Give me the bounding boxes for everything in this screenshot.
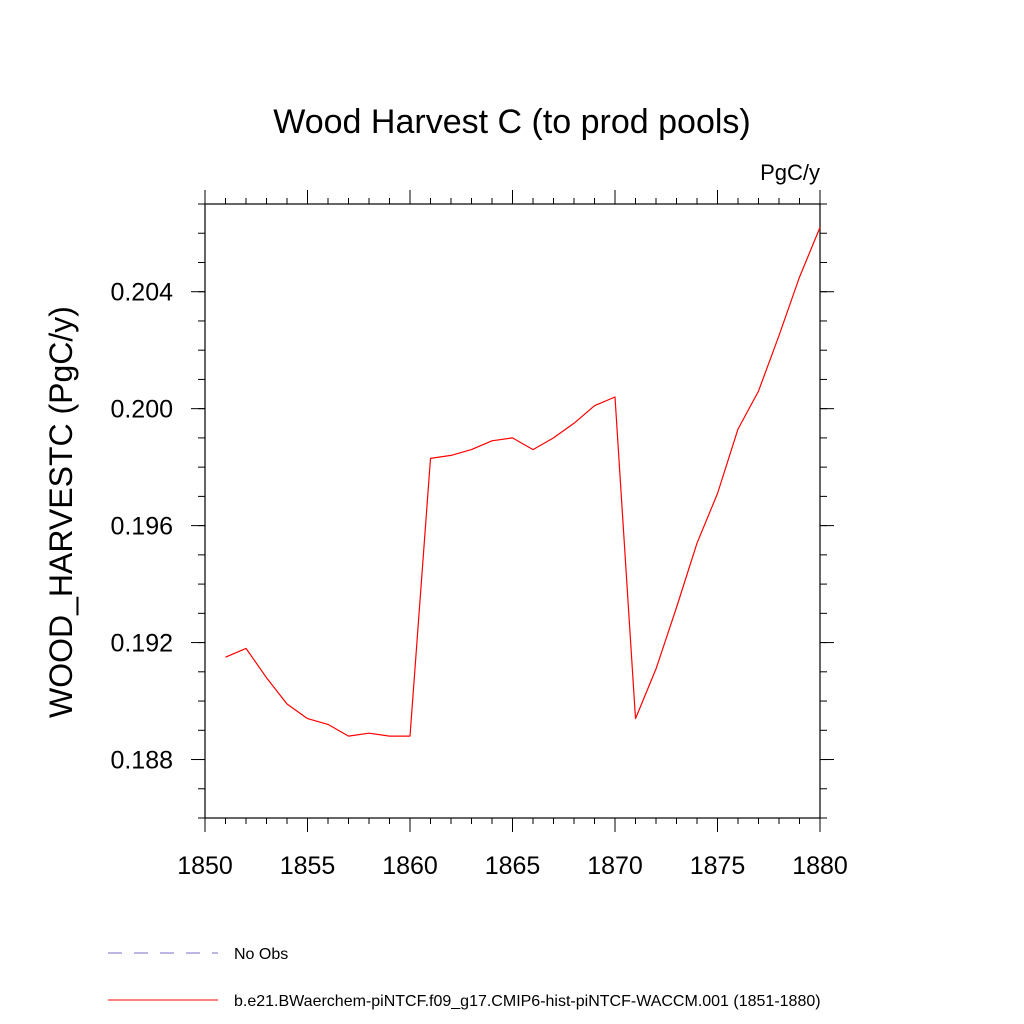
x-tick-label: 1850 — [177, 852, 233, 880]
legend-label: No Obs — [234, 946, 288, 963]
legend-label: b.e21.BWaerchem-piNTCF.f09_g17.CMIP6-his… — [234, 993, 821, 1010]
plot-frame — [204, 203, 821, 819]
y-tick-label: 0.204 — [110, 279, 173, 307]
x-tick-label: 1875 — [690, 852, 746, 880]
units-label: PgC/y — [760, 160, 820, 185]
y-tick-label: 0.192 — [110, 630, 173, 658]
series-lines — [225, 227, 821, 737]
x-tick-label: 1865 — [485, 852, 541, 880]
x-tick-label: 1880 — [792, 852, 848, 880]
legend: No Obs b.e21.BWaerchem-piNTCF.f09_g17.CMI… — [108, 946, 821, 1010]
tick-labels: 1850 1855 1860 1865 1870 1875 1880 0.188 0.192 0.… — [110, 279, 847, 880]
chart-title: Wood Harvest C (to prod pools) — [273, 103, 750, 141]
y-tick-label: 0.200 — [110, 396, 173, 424]
axis-ticks — [191, 190, 834, 832]
y-tick-label: 0.188 — [110, 747, 173, 775]
series-line — [225, 227, 821, 737]
x-tick-label: 1855 — [280, 852, 336, 880]
y-tick-label: 0.196 — [110, 513, 173, 541]
y-axis-title: WOOD_HARVESTC (PgC/y) — [43, 306, 79, 718]
x-tick-label: 1870 — [587, 852, 643, 880]
x-tick-label: 1860 — [382, 852, 438, 880]
